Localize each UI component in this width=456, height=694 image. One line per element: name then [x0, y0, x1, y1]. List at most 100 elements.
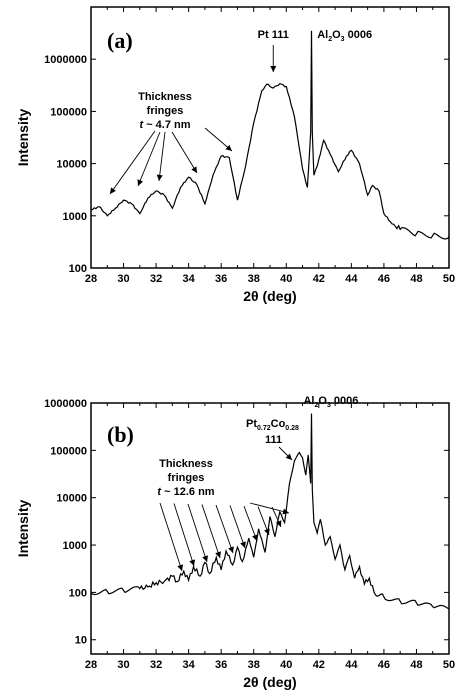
x-tick-label: 48 [410, 273, 422, 285]
annotation-arrow-line [109, 130, 156, 195]
x-tick-label: 28 [85, 273, 97, 285]
x-tick-label: 38 [248, 659, 260, 671]
y-tick-label: 10 [75, 635, 87, 647]
annotation-arrow-head [137, 179, 144, 186]
annotation-arrow-line [249, 502, 290, 514]
y-tick-label: 100 [69, 263, 87, 275]
y-tick-label: 100 [69, 587, 87, 599]
annotation-arrow-head [215, 551, 221, 558]
annotation-arrow-head [156, 174, 163, 181]
peak-label-mid: Co [271, 418, 286, 430]
annotation-arrow-head [177, 564, 184, 571]
annotation-arrow-head [282, 508, 289, 515]
annotation-arrow-head [225, 144, 232, 151]
annotation-arrow-head [189, 559, 196, 566]
x-tick-label: 34 [183, 273, 196, 285]
peak-label-sub1: 0.72 [257, 425, 271, 432]
y-tick-label: 100000 [50, 445, 87, 457]
x-tick-label: 38 [248, 273, 260, 285]
annotation-arrow-head [275, 520, 282, 527]
plot-frame [90, 6, 450, 269]
x-tick-label: 50 [443, 273, 455, 285]
fringes-t-symbol: t [157, 486, 162, 498]
fringes-t-symbol: t [139, 119, 144, 131]
panel-a-chart: 28 30 32 34 36 38 40 42 44 46 48 501001000100001000… [15, 6, 455, 304]
x-tick-label: 40 [280, 273, 292, 285]
x-tick-label: 48 [410, 659, 422, 671]
annotation-arrow-line [215, 504, 234, 554]
annotation-arrow-head [270, 66, 277, 72]
y-axis-title: Intensity [15, 500, 31, 558]
annotation-arrow-head [252, 534, 258, 541]
x-tick-label: 28 [85, 659, 97, 671]
annotation-arrow-head [110, 187, 116, 194]
annotation-arrow-head [191, 166, 197, 173]
peak-label-sub2: 0.28 [285, 425, 299, 432]
x-axis-title: 2θ (deg) [243, 288, 296, 304]
fringes-value: ~ 4.7 nm [143, 119, 191, 131]
annotation-arrow-line [201, 504, 221, 559]
fringes-label-line2: fringes [147, 105, 184, 117]
annotation-arrow-line [171, 131, 198, 174]
fringes-label-line2: fringes [168, 472, 205, 484]
substrate-label-mid: O [332, 29, 341, 41]
data-series-line [91, 30, 449, 240]
y-tick-label: 1000000 [44, 398, 87, 410]
x-tick-label: 44 [345, 273, 358, 285]
substrate-label: Al2O3 0006 [303, 395, 358, 409]
x-tick-label: 32 [150, 659, 162, 671]
x-tick-label: 40 [280, 659, 292, 671]
data-series-line [91, 413, 449, 610]
y-tick-label: 100000 [50, 106, 87, 118]
annotation-arrow-line [243, 505, 258, 542]
peak-label-ptco: Pt0.72Co0.28 [246, 418, 299, 432]
substrate-label-sub2: 3 [341, 36, 345, 43]
annotation-arrow-line [187, 503, 208, 563]
annotation-arrow-line [229, 505, 246, 549]
substrate-label-tail: 0006 [331, 395, 359, 407]
y-tick-label: 10000 [56, 159, 87, 171]
annotation-arrow-head [264, 528, 270, 535]
annotation-arrow-line [173, 503, 195, 567]
substrate-label-main: Al [303, 395, 314, 407]
substrate-label-sub1: 2 [328, 36, 332, 43]
x-tick-label: 32 [150, 273, 162, 285]
fringes-label-thickness: t ~ 12.6 nm [157, 486, 214, 498]
x-tick-label: 36 [215, 659, 227, 671]
x-tick-label: 46 [378, 659, 390, 671]
panel-letter: (b) [107, 422, 134, 447]
y-tick-label: 1000 [63, 211, 87, 223]
x-axis-title: 2θ (deg) [243, 674, 296, 690]
x-tick-label: 44 [345, 659, 358, 671]
annotation-arrow-head [202, 555, 208, 562]
panel-b-chart: 28 30 32 34 36 38 40 42 44 46 48 501010010001000010… [15, 395, 455, 690]
substrate-label-main: Al [317, 29, 328, 41]
peak-label-main: Pt [246, 418, 257, 430]
substrate-label-sub1: 2 [314, 402, 318, 409]
x-tick-label: 34 [183, 659, 196, 671]
x-tick-label: 42 [313, 273, 325, 285]
annotation-arrow-head [228, 546, 234, 553]
fringes-label-line1: Thickness [159, 458, 213, 470]
x-tick-label: 36 [215, 273, 227, 285]
y-tick-label: 1000000 [44, 54, 87, 66]
y-tick-label: 10000 [56, 493, 87, 505]
fringes-label-thickness: t ~ 4.7 nm [139, 119, 190, 131]
annotation-arrow-line [137, 131, 161, 187]
annotation-arrow-head [285, 453, 292, 460]
peak-label-111: 111 [265, 434, 282, 446]
annotation-arrow-line [159, 502, 183, 572]
x-tick-label: 30 [117, 273, 129, 285]
annotation-arrow-line [158, 131, 166, 182]
substrate-label: Al2O3 0006 [317, 29, 372, 43]
fringes-label-line1: Thickness [138, 91, 192, 103]
panel-letter: (a) [107, 28, 133, 53]
x-tick-label: 42 [313, 659, 325, 671]
x-tick-label: 46 [378, 273, 390, 285]
peak-label-pt111: Pt 111 [258, 29, 289, 41]
y-axis-title: Intensity [15, 109, 31, 167]
fringes-value: ~ 12.6 nm [161, 486, 215, 498]
substrate-label-tail: 0006 [345, 29, 373, 41]
substrate-label-sub2: 3 [327, 402, 331, 409]
y-tick-label: 1000 [63, 540, 87, 552]
